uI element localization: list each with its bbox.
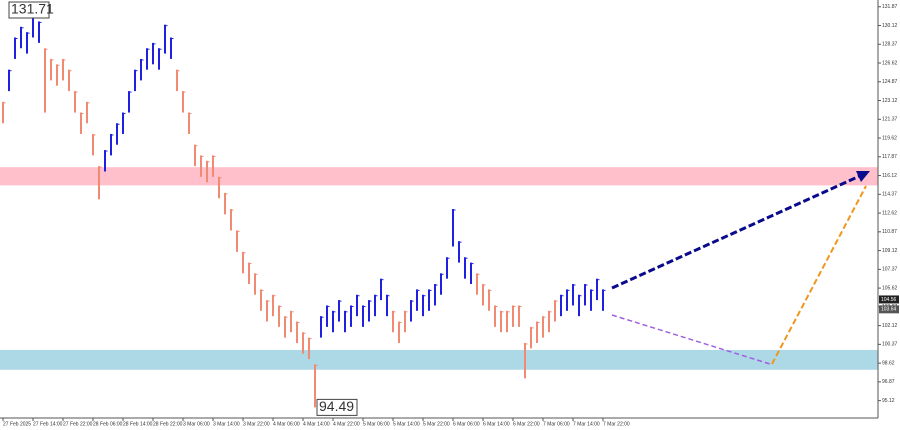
y-tick-label: 98.62 bbox=[882, 360, 895, 366]
x-tick-label: 5 Mar 06:00 bbox=[363, 421, 390, 427]
x-tick-label: 4 Mar 06:00 bbox=[273, 421, 300, 427]
x-tick-label: 3 Mar 06:00 bbox=[183, 421, 210, 427]
y-tick-label: 109.12 bbox=[882, 248, 898, 254]
price-label: 94.49 bbox=[316, 398, 358, 416]
x-tick-label: 7 Mar 22:00 bbox=[603, 421, 630, 427]
x-tick-label: 28 Feb 14:00 bbox=[123, 421, 153, 427]
x-tick-label: 4 Mar 14:00 bbox=[303, 421, 330, 427]
x-tick-label: 28 Feb 06:00 bbox=[93, 421, 123, 427]
x-tick-label: 28 Feb 22:00 bbox=[153, 421, 183, 427]
y-tick-label: 123.12 bbox=[882, 98, 898, 104]
price-label: 131.71 bbox=[8, 1, 54, 19]
y-tick-label: 112.62 bbox=[882, 210, 897, 216]
bars bbox=[2, 8, 606, 408]
y-tick-label: 105.62 bbox=[882, 285, 898, 291]
x-tick-label: 6 Mar 06:00 bbox=[453, 421, 480, 427]
x-tick-label: 27 Feb 2025 bbox=[3, 421, 31, 427]
y-tick-label: 121.37 bbox=[882, 117, 898, 123]
y-tick-label: 107.37 bbox=[882, 267, 898, 273]
y-tick-label: 124.87 bbox=[882, 79, 898, 85]
y-tick-label: 102.12 bbox=[882, 323, 898, 329]
y-tick-label: 114.37 bbox=[882, 192, 897, 198]
zones bbox=[0, 167, 878, 370]
y-tick-label: 117.87 bbox=[882, 154, 897, 160]
forecast-arrow bbox=[611, 173, 863, 290]
x-tick-label: 6 Mar 22:00 bbox=[513, 421, 540, 427]
forecast-line bbox=[771, 185, 867, 365]
label-box bbox=[8, 1, 50, 19]
x-tick-label: 27 Feb 22:00 bbox=[63, 421, 93, 427]
y-tick-label: 119.62 bbox=[882, 135, 897, 141]
price-marker bbox=[879, 305, 899, 314]
x-tick-label: 27 Feb 14:00 bbox=[33, 421, 63, 427]
y-tick-label: 126.62 bbox=[882, 60, 898, 66]
y-tick-label: 95.12 bbox=[882, 398, 895, 404]
x-tick-label: 3 Mar 14:00 bbox=[213, 421, 240, 427]
y-tick-label: 100.37 bbox=[882, 342, 898, 348]
y-tick-label: 96.87 bbox=[882, 379, 895, 385]
price-label-text: 94.49 bbox=[319, 398, 354, 414]
x-tick-label: 5 Mar 14:00 bbox=[393, 421, 420, 427]
label-box bbox=[316, 398, 358, 416]
x-tick-label: 6 Mar 14:00 bbox=[483, 421, 510, 427]
arrow-head bbox=[856, 171, 870, 182]
zone bbox=[0, 349, 878, 370]
x-tick-label: 3 Mar 22:00 bbox=[243, 421, 270, 427]
y-tick-label: 130.12 bbox=[882, 23, 898, 29]
x-tick-label: 7 Mar 14:00 bbox=[573, 421, 600, 427]
x-tick-label: 7 Mar 06:00 bbox=[543, 421, 570, 427]
price-marker-label: 103.64 bbox=[881, 307, 897, 313]
forecast-line bbox=[611, 314, 771, 365]
zone bbox=[0, 167, 878, 186]
price-marker bbox=[879, 295, 899, 304]
x-tick-label: 5 Mar 22:00 bbox=[423, 421, 450, 427]
y-tick-label: 128.37 bbox=[882, 42, 898, 48]
price-marker-label: 104.56 bbox=[881, 297, 897, 303]
y-tick-label: 110.87 bbox=[882, 229, 897, 235]
x-tick-label: 4 Mar 22:00 bbox=[333, 421, 360, 427]
y-tick-label: 131.87 bbox=[882, 4, 898, 10]
y-tick-label: 116.12 bbox=[882, 173, 897, 179]
price-label-text: 131.71 bbox=[11, 1, 54, 17]
